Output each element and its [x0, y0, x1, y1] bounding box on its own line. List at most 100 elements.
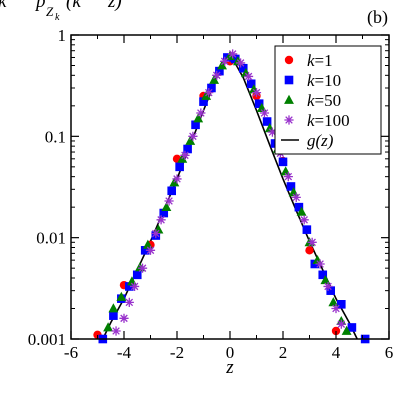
- data-point: [159, 208, 169, 218]
- legend-marker-swatch: [284, 94, 294, 104]
- data-point: [323, 281, 333, 292]
- legend-label: k=100: [307, 111, 350, 130]
- data-point: [109, 311, 118, 320]
- data-point: [175, 162, 184, 172]
- data-point: [207, 83, 216, 93]
- data-point: [305, 246, 314, 255]
- data-point: [116, 291, 127, 301]
- x-tick-label: -6: [64, 343, 78, 362]
- marker-layer: [93, 49, 370, 344]
- data-point: [132, 270, 142, 280]
- data-point: [108, 303, 119, 313]
- data-point: [172, 174, 182, 184]
- series-k-50: [103, 50, 352, 335]
- y-axis-label: k p Z k (k z): [0, 0, 122, 23]
- data-point: [337, 300, 346, 309]
- data-point: [291, 192, 301, 202]
- data-point: [161, 201, 172, 212]
- data-point: [164, 196, 174, 206]
- ylabel-paren: (k: [66, 0, 81, 12]
- data-point: [262, 117, 272, 126]
- legend-item: k=100: [284, 111, 350, 130]
- data-point: [215, 66, 224, 76]
- y-tick-label: 0.001: [28, 330, 66, 349]
- data-point: [209, 74, 220, 84]
- ylabel-k: k: [0, 0, 7, 12]
- data-point: [254, 99, 264, 108]
- ticks-layer: -6 -4 -2 0 2 4 6 0.001 0.01 0.1 1: [28, 26, 394, 362]
- data-point: [278, 157, 288, 167]
- data-point: [267, 127, 277, 137]
- data-point: [191, 120, 200, 130]
- data-point: [156, 215, 166, 225]
- data-point: [196, 108, 206, 118]
- data-point: [331, 326, 341, 336]
- x-tick-label: -4: [117, 343, 132, 362]
- data-point: [212, 70, 222, 80]
- data-point: [251, 88, 262, 98]
- data-point: [188, 131, 198, 141]
- data-point: [299, 215, 309, 225]
- ylabel-subsub: k: [55, 12, 60, 23]
- data-point: [238, 63, 248, 73]
- data-point: [145, 245, 156, 255]
- data-point: [220, 56, 230, 66]
- data-point: [193, 113, 204, 123]
- legend-marker-swatch: [284, 115, 294, 125]
- data-point: [236, 58, 246, 68]
- data-point: [286, 182, 296, 191]
- legend-label: k=1: [307, 51, 333, 70]
- x-tick-label: 4: [332, 343, 341, 362]
- y-tick-label: 1: [58, 26, 67, 45]
- x-tick-label: 6: [385, 343, 394, 362]
- data-point: [307, 237, 317, 247]
- data-point: [302, 225, 312, 234]
- data-point: [243, 71, 254, 82]
- ylabel-p: p: [34, 0, 46, 12]
- data-point: [124, 297, 134, 307]
- data-point: [318, 270, 328, 280]
- data-point: [140, 246, 150, 255]
- data-point: [199, 97, 208, 106]
- data-point: [111, 326, 121, 336]
- data-point: [185, 135, 196, 145]
- series-k-100: [111, 49, 346, 336]
- data-point: [180, 150, 190, 160]
- legend-item: k=1: [284, 51, 333, 70]
- data-point: [130, 281, 140, 292]
- data-point: [167, 186, 176, 196]
- data-point: [103, 322, 114, 332]
- legend-item: k=50: [284, 91, 341, 110]
- legend-label: g(z): [307, 131, 334, 150]
- data-point: [315, 259, 325, 269]
- data-point: [228, 49, 238, 59]
- data-point: [246, 79, 256, 89]
- legend-item: g(z): [281, 131, 334, 150]
- x-tick-label: 0: [226, 343, 235, 362]
- data-point: [259, 108, 270, 118]
- legend-box: [274, 45, 382, 155]
- legend-label: k=10: [307, 71, 341, 90]
- data-point: [341, 325, 352, 335]
- data-point: [283, 172, 293, 182]
- data-point: [336, 319, 346, 329]
- data-point: [204, 88, 214, 98]
- data-point: [183, 144, 192, 154]
- legend-marker-swatch: [284, 75, 294, 85]
- x-tick-label: 2: [279, 343, 288, 362]
- data-point: [331, 303, 341, 314]
- data-point: [119, 313, 129, 323]
- data-point: [296, 206, 307, 216]
- legend-item: k=10: [284, 71, 341, 90]
- legend-marker-swatch: [284, 55, 294, 65]
- panel-label: (b): [367, 7, 388, 28]
- ylabel-sub: Z: [46, 4, 54, 19]
- y-tick-label: 0.1: [45, 127, 66, 146]
- data-point: [125, 282, 134, 291]
- data-point: [294, 202, 304, 212]
- data-point: [137, 263, 148, 273]
- data-point: [231, 54, 240, 64]
- x-axis-label: z: [225, 357, 234, 378]
